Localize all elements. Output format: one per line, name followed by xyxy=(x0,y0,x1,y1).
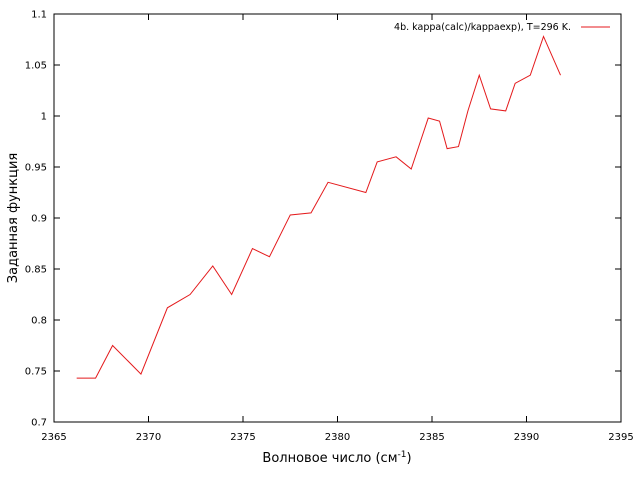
series-layer xyxy=(76,35,561,379)
y-tick-label: 0.8 xyxy=(31,316,47,327)
y-tick-label: 0.85 xyxy=(25,265,47,276)
x-tick-label: 2395 xyxy=(608,432,633,443)
x-tick-label: 2375 xyxy=(230,432,255,443)
x-tick-label: 2390 xyxy=(514,432,539,443)
plot-frame xyxy=(53,13,622,423)
y-tick-label: 0.95 xyxy=(25,163,47,174)
x-axis-label-superscript: -1 xyxy=(398,450,407,460)
y-tick-label: 1.05 xyxy=(25,61,47,72)
y-tick-label: 0.75 xyxy=(25,367,47,378)
y-axis-label: Заданная функция xyxy=(6,153,21,283)
x-axis: 2365 2370 2375 2380 2385 2390 2395 xyxy=(41,14,634,443)
y-tick-label: 1.1 xyxy=(31,10,47,21)
series-line xyxy=(76,35,561,379)
y-tick-label: 1 xyxy=(41,112,47,123)
x-axis-label: Волновое число (см-1) xyxy=(262,450,411,466)
x-axis-label-main: Волновое число (см xyxy=(262,451,397,466)
legend-entry-label: 4b. kappa(calc)/kappaexp), T=296 K. xyxy=(394,22,571,33)
y-tick-label: 0.9 xyxy=(31,214,47,225)
x-tick-label: 2365 xyxy=(41,432,66,443)
x-tick-label: 2385 xyxy=(419,432,444,443)
x-axis-label-close: ) xyxy=(406,451,411,466)
y-tick-label: 0.7 xyxy=(31,418,47,429)
legend: 4b. kappa(calc)/kappaexp), T=296 K. xyxy=(394,22,610,33)
y-axis: 0.7 0.75 0.8 0.85 0.9 0.95 1 1.05 1.1 xyxy=(25,10,621,429)
x-tick-label: 2380 xyxy=(325,432,350,443)
x-tick-label: 2370 xyxy=(136,432,161,443)
